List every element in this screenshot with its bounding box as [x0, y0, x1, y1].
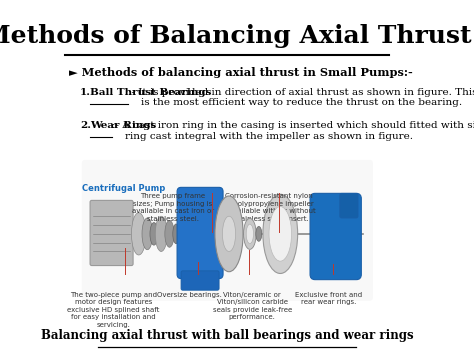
Text: :- A cast iron ring in the casing is inserted which should fitted with similar
 : :- A cast iron ring in the casing is ins… [112, 121, 474, 141]
Ellipse shape [222, 216, 236, 251]
Text: Ball Thrust Bearings: Ball Thrust Bearings [90, 88, 211, 97]
Text: ► Methods of balancing axial thrust in Small Pumps:-: ► Methods of balancing axial thrust in S… [69, 66, 412, 77]
Ellipse shape [142, 218, 153, 250]
Text: Wear Rings: Wear Rings [90, 121, 156, 130]
Ellipse shape [263, 194, 298, 273]
Text: Corrosion-resistant nylon
or polypropylene impeller
is available with or without: Corrosion-resistant nylon or polypropyle… [221, 193, 316, 222]
Text: 2.: 2. [80, 121, 91, 130]
Ellipse shape [256, 226, 262, 241]
Text: Viton/ceramic or
Viton/silicon carbide
seals provide leak-free
performance.: Viton/ceramic or Viton/silicon carbide s… [212, 292, 292, 321]
Ellipse shape [173, 224, 179, 244]
Ellipse shape [150, 223, 158, 245]
FancyBboxPatch shape [181, 271, 219, 290]
Ellipse shape [269, 207, 292, 261]
Ellipse shape [165, 220, 174, 247]
Text: Exclusive front and
rear wear rings.: Exclusive front and rear wear rings. [295, 292, 362, 305]
FancyBboxPatch shape [310, 193, 361, 280]
Ellipse shape [246, 224, 254, 244]
Text: Centrifugal Pump: Centrifugal Pump [82, 184, 165, 193]
Text: Oversize bearings.: Oversize bearings. [157, 292, 222, 298]
Text: Three pump frame
sizes; Pump housing is
available in cast iron or
stainless stee: Three pump frame sizes; Pump housing is … [132, 193, 214, 222]
FancyBboxPatch shape [177, 187, 223, 279]
Ellipse shape [155, 216, 167, 251]
Text: Balancing axial thrust with ball bearings and wear rings: Balancing axial thrust with ball bearing… [41, 329, 414, 342]
FancyBboxPatch shape [82, 160, 373, 301]
FancyBboxPatch shape [340, 193, 358, 218]
Text: :- It is provided in direction of axial thrust as shown in figure. This
    is t: :- It is provided in direction of axial … [128, 88, 474, 107]
Text: Methods of Balancing Axial Thrust: Methods of Balancing Axial Thrust [0, 24, 472, 48]
Text: The two-piece pump and
motor design features
exclusive HD splined shaft
for easy: The two-piece pump and motor design feat… [67, 292, 159, 328]
Ellipse shape [131, 213, 146, 255]
Ellipse shape [215, 196, 243, 272]
Text: 1.: 1. [80, 88, 91, 97]
FancyBboxPatch shape [90, 200, 133, 266]
Ellipse shape [244, 218, 256, 249]
